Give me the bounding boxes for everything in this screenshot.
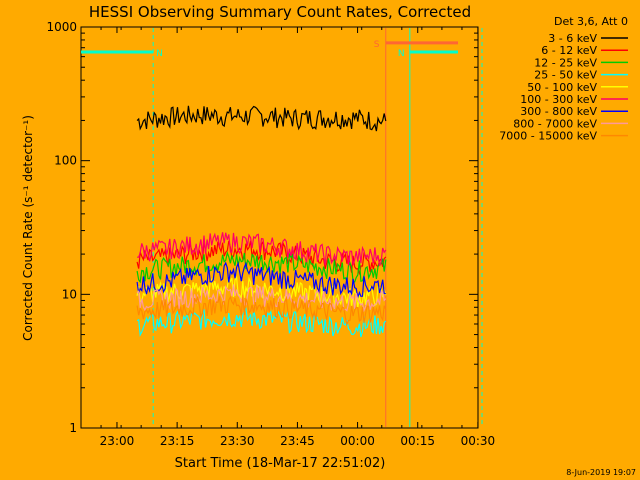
legend-label: 3 - 6 keV [548,32,597,45]
series-line [136,307,387,338]
x-axis-label: Start Time (18-Mar-17 22:51:02) [175,456,386,471]
flag-bar-label: N [156,49,163,59]
markers [152,28,483,427]
flag-bars: N NS [81,40,458,59]
legend-label: 6 - 12 keV [541,44,597,57]
x-tick-label: 23:15 [160,434,195,448]
flag-bar-label: N [398,49,405,59]
series-line [136,105,387,132]
flag-bar-label: S [374,40,380,50]
chart-title: HESSI Observing Summary Count Rates, Cor… [89,3,471,21]
series-line [136,261,386,300]
legend-label: 50 - 100 keV [527,81,597,94]
footer-date: 8-Jun-2019 19:07 [566,468,636,477]
y-tick-label: 100 [54,154,77,168]
series-line [137,232,387,267]
y-axis-label: Corrected Count Rate (s⁻¹ detector⁻¹) [21,115,35,341]
plot-frame [80,26,479,429]
x-tick-label: 23:00 [100,434,135,448]
x-tick-label: 00:00 [340,434,375,448]
series-line [136,294,387,327]
series-line [136,250,387,284]
series-lines [136,105,387,338]
series-line [136,240,387,276]
x-tick-label: 00:15 [400,434,435,448]
legend-label: 100 - 300 keV [520,93,597,106]
legend-label: 300 - 800 keV [520,105,597,118]
axis-ticks: 23:00 23:15 23:30 23:45 00:00 00:15 00:30 1 10 10… [46,20,495,448]
y-tick-label: 1000 [46,20,77,34]
legend-label: 25 - 50 keV [534,69,597,82]
legend-label: 7000 - 15000 keV [499,130,597,143]
legend-label: 12 - 25 keV [534,56,597,69]
legend-title: Det 3,6, Att 0 [554,15,628,28]
y-tick-label: 1 [69,421,77,435]
y-tick-label: 10 [62,287,77,301]
x-tick-label: 23:45 [280,434,315,448]
x-tick-label: 00:30 [461,434,496,448]
x-tick-label: 23:30 [220,434,255,448]
legend-label: 800 - 7000 keV [513,117,597,130]
